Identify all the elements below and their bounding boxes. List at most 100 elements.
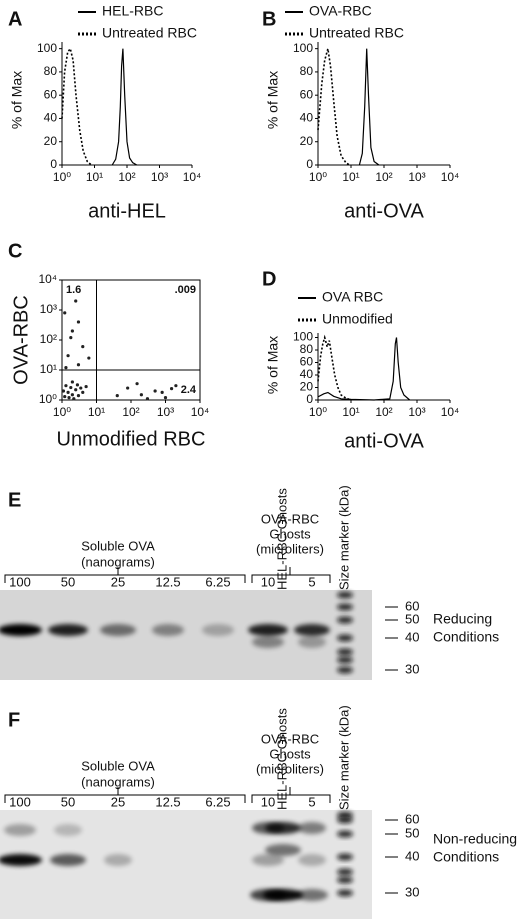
dot [67, 396, 71, 400]
marker-label: 60 [405, 598, 419, 613]
band [50, 854, 86, 866]
panel-label: A [8, 8, 22, 30]
marker-band [337, 656, 353, 664]
band [0, 624, 42, 636]
x-axis-label: Unmodified RBC [57, 428, 206, 450]
x-axis-label: anti-HEL [88, 200, 166, 222]
axis-line [61, 42, 192, 166]
dot [139, 393, 143, 397]
lane-label: 5 [308, 574, 315, 589]
x-axis-label: anti-OVA [344, 430, 424, 452]
y-tick-label: 10⁰ [39, 392, 57, 406]
marker-label: 50 [405, 825, 419, 840]
marker-label: 40 [405, 629, 419, 644]
group-title: (microliters) [256, 541, 324, 556]
marker-band [337, 666, 353, 674]
dot [76, 363, 81, 367]
y-tick-label: 80 [44, 64, 58, 78]
band [296, 889, 328, 901]
x-tick-label: 10² [122, 405, 139, 419]
y-tick-label: 100 [293, 41, 313, 55]
lane-label: 10 [261, 574, 275, 589]
panel-label: B [262, 8, 276, 30]
group-title: Size marker (kDa) [336, 705, 351, 810]
group-title: OVA-RBC [261, 731, 319, 746]
band [252, 854, 284, 866]
y-tick-label: 40 [300, 367, 314, 381]
group-title: OVA-RBC [261, 511, 319, 526]
x-tick-label: 10⁰ [309, 405, 327, 419]
marker-label: 50 [405, 611, 419, 626]
marker-band [337, 868, 353, 876]
x-tick-label: 10⁴ [441, 170, 460, 184]
dot [64, 384, 68, 388]
marker-band [337, 876, 353, 884]
bracket [251, 567, 331, 583]
lane-label: 50 [61, 794, 75, 809]
dot [66, 354, 70, 358]
dot [87, 356, 91, 360]
dot [69, 336, 73, 340]
band [54, 824, 82, 836]
group-title: Size marker (kDa) [336, 485, 351, 590]
band [298, 854, 326, 866]
band [298, 822, 326, 834]
dot [81, 345, 85, 349]
dot [69, 385, 73, 390]
bracket [251, 787, 331, 803]
band [298, 636, 326, 648]
lane-label: 6.25 [205, 794, 230, 809]
y-tick-label: 20 [44, 134, 58, 148]
x-tick-label: 10¹ [342, 170, 359, 184]
y-tick-label: 10⁴ [38, 272, 57, 286]
condition-label: Conditions [433, 849, 499, 865]
panel: C OVA-RBC Unmodified RBC 10⁰ 10¹ 10² 10³ 10⁴ 10⁰… [8, 240, 209, 450]
group-title: Soluble OVA [81, 538, 155, 553]
y-tick-label: 80 [300, 342, 314, 356]
dot [70, 329, 74, 333]
legend-label: Unmodified [322, 311, 393, 327]
dot [169, 386, 174, 391]
dot [63, 311, 67, 315]
band [152, 624, 184, 636]
legend-label: OVA-RBC [309, 3, 372, 19]
x-tick-label: 10³ [151, 170, 168, 184]
dot [66, 390, 70, 394]
x-tick-label: 10² [375, 405, 392, 419]
marker-band [337, 830, 353, 838]
band [252, 822, 284, 834]
condition-label: Non-reducing [433, 831, 517, 847]
band [294, 624, 330, 636]
x-tick-label: 10⁴ [441, 405, 460, 419]
legend-label: Untreated RBC [102, 25, 197, 41]
marker-label: 60 [405, 811, 419, 826]
y-axis-label: % of Max [265, 336, 281, 394]
x-tick-label: 10² [375, 170, 392, 184]
dot [115, 394, 119, 398]
marker-band [337, 634, 353, 642]
y-axis-label: % of Max [265, 71, 281, 129]
band [248, 624, 288, 636]
axis-line [317, 42, 450, 166]
lane-label: 50 [61, 574, 75, 589]
panel-label: C [8, 240, 22, 262]
dot [76, 320, 81, 324]
x-tick-label: 10⁰ [53, 170, 71, 184]
marker-band [337, 591, 353, 599]
marker-band [337, 889, 353, 897]
y-tick-label: 20 [300, 380, 314, 394]
lane-label: 6.25 [205, 574, 230, 589]
x-tick-label: 10³ [157, 405, 174, 419]
marker-band [337, 811, 353, 819]
x-tick-label: 10¹ [342, 405, 359, 419]
group-title: Ghosts [269, 746, 311, 761]
y-axis-label: % of Max [9, 71, 25, 129]
panel-label: F [8, 709, 20, 731]
y-tick-label: 10¹ [40, 362, 57, 376]
marker-label: 30 [405, 661, 419, 676]
marker-label: 40 [405, 848, 419, 863]
histogram-line [317, 48, 350, 166]
y-tick-label: 0 [50, 157, 57, 171]
group-title: (nanograms) [81, 554, 155, 569]
panel: A % of Max anti-HEL 0 20 40 60 80 100 10⁰ 10¹ 10² 10… [8, 3, 201, 223]
